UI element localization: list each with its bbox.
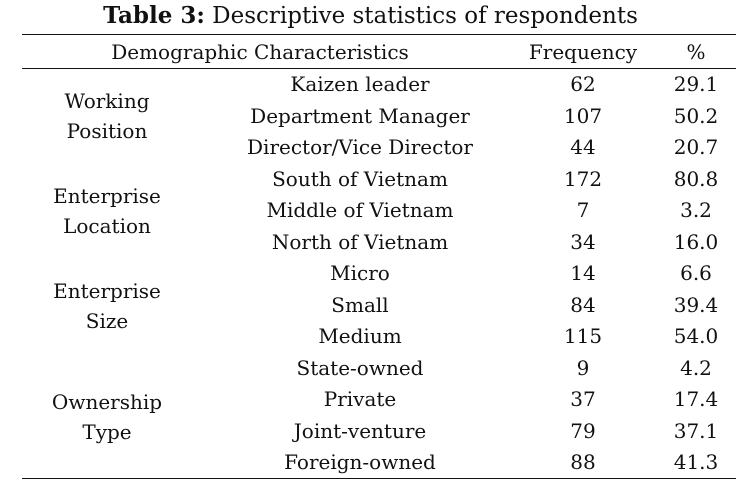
row-subcategory: Private xyxy=(323,387,397,411)
row-percent: 20.7 xyxy=(673,135,719,159)
group-label-line2: Position xyxy=(66,119,148,143)
row-frequency: 107 xyxy=(563,103,603,128)
row-frequency: 37 xyxy=(570,387,596,411)
header-frequency: Frequency xyxy=(528,40,638,64)
row-percent: 50.2 xyxy=(673,103,719,128)
row-percent: 17.4 xyxy=(673,387,719,411)
table-top-rule xyxy=(22,34,736,35)
group-working-position: Working Position xyxy=(22,86,192,146)
table-row: Joint-venture 79 37.1 xyxy=(0,416,741,448)
header-percent: % xyxy=(686,40,706,64)
table-row: Foreign-owned 88 41.3 xyxy=(0,447,741,479)
row-subcategory: Department Manager xyxy=(250,103,470,128)
table-caption: Table 3: Descriptive statistics of respo… xyxy=(0,2,741,30)
row-subcategory: Middle of Vietnam xyxy=(266,198,454,222)
row-frequency: 79 xyxy=(570,418,596,443)
group-label-line2: Location xyxy=(63,214,151,238)
row-frequency: 7 xyxy=(576,198,590,222)
table-header-rule xyxy=(22,68,736,69)
row-frequency: 84 xyxy=(570,292,596,317)
table-row: Department Manager 107 50.2 xyxy=(0,101,741,133)
row-subcategory: Small xyxy=(331,292,389,317)
row-subcategory: North of Vietnam xyxy=(271,229,449,254)
row-frequency: 44 xyxy=(570,135,596,159)
row-frequency: 14 xyxy=(570,261,596,285)
table-row: Micro 14 6.6 xyxy=(0,258,741,290)
group-enterprise-location: Enterprise Location xyxy=(22,181,192,241)
header-demographic-characteristics: Demographic Characteristics xyxy=(111,40,409,64)
group-enterprise-size: Enterprise Size xyxy=(22,276,192,336)
row-subcategory: Medium xyxy=(318,324,402,348)
row-subcategory: Director/Vice Director xyxy=(247,135,473,159)
table-row: Kaizen leader 62 29.1 xyxy=(0,69,741,101)
table-caption-label: Table 3: xyxy=(103,2,205,29)
row-subcategory: Micro xyxy=(330,261,390,285)
row-percent: 37.1 xyxy=(673,418,719,443)
table-bottom-rule xyxy=(22,478,736,479)
group-label-line1: Enterprise xyxy=(53,279,161,303)
row-frequency: 115 xyxy=(563,324,603,348)
row-subcategory: Kaizen leader xyxy=(290,72,430,96)
group-label-line2: Type xyxy=(82,420,132,444)
row-subcategory: Foreign-owned xyxy=(284,450,436,474)
row-subcategory: State-owned xyxy=(296,355,424,380)
table-row: Director/Vice Director 44 20.7 xyxy=(0,132,741,164)
row-percent: 41.3 xyxy=(673,450,719,474)
group-label-line2: Size xyxy=(85,309,129,333)
row-frequency: 34 xyxy=(570,229,596,254)
table-row: North of Vietnam 34 16.0 xyxy=(0,227,741,259)
row-frequency: 9 xyxy=(576,355,590,380)
row-subcategory: South of Vietnam xyxy=(272,166,448,191)
table-row: State-owned 9 4.2 xyxy=(0,353,741,385)
table-row: Small 84 39.4 xyxy=(0,290,741,322)
row-percent: 16.0 xyxy=(673,229,719,254)
row-frequency: 172 xyxy=(563,166,603,191)
row-percent: 39.4 xyxy=(673,292,719,317)
row-frequency: 88 xyxy=(570,450,596,474)
table-row: Private 37 17.4 xyxy=(0,384,741,416)
row-percent: 80.8 xyxy=(673,166,719,191)
row-subcategory: Joint-venture xyxy=(293,418,427,443)
row-percent: 29.1 xyxy=(673,72,719,96)
group-ownership-type: Ownership Type xyxy=(22,387,192,447)
group-label-line1: Enterprise xyxy=(53,184,161,208)
table-row: South of Vietnam 172 80.8 xyxy=(0,164,741,196)
table-row: Middle of Vietnam 7 3.2 xyxy=(0,195,741,227)
group-label-line1: Working xyxy=(64,89,150,113)
row-frequency: 62 xyxy=(570,72,596,96)
table-row: Medium 115 54.0 xyxy=(0,321,741,353)
row-percent: 54.0 xyxy=(673,324,719,348)
table-caption-text: Descriptive statistics of respondents xyxy=(204,3,638,29)
group-label-line1: Ownership xyxy=(51,390,163,414)
row-percent: 6.6 xyxy=(680,261,712,285)
row-percent: 4.2 xyxy=(680,355,712,380)
row-percent: 3.2 xyxy=(680,198,712,222)
